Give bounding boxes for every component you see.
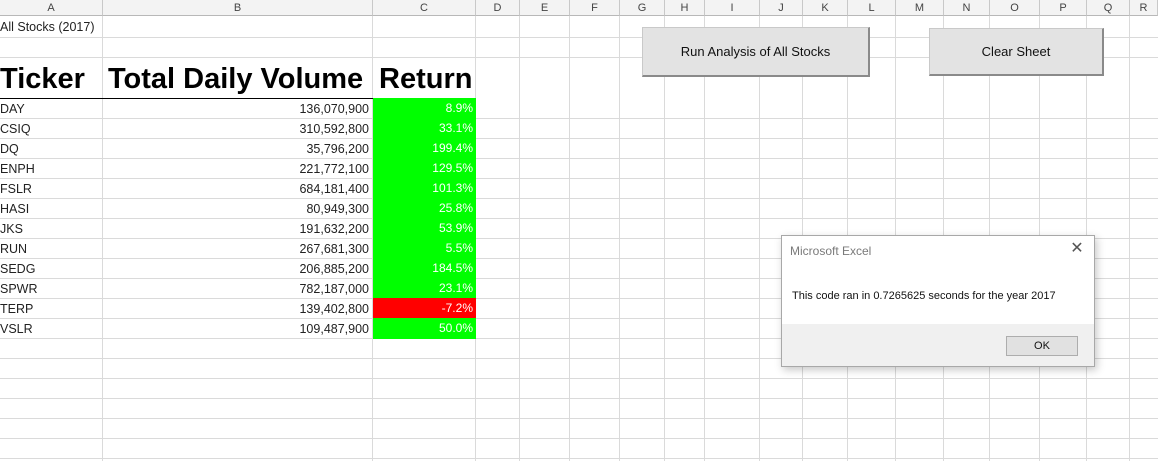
return-cell[interactable]: 129.5% [373, 158, 476, 179]
header-return[interactable]: Return [379, 63, 473, 95]
column-header-q[interactable]: Q [1087, 0, 1130, 16]
ticker-cell[interactable]: HASI [0, 202, 30, 216]
grid-hline [0, 238, 1158, 239]
header-total-daily-volume[interactable]: Total Daily Volume [108, 63, 364, 95]
grid-hline [0, 278, 1158, 279]
return-cell[interactable]: 199.4% [373, 138, 476, 159]
return-cell[interactable]: -7.2% [373, 298, 476, 319]
volume-cell[interactable]: 310,592,800 [299, 122, 369, 136]
ticker-cell[interactable]: CSIQ [0, 122, 31, 136]
ticker-cell[interactable]: VSLR [0, 322, 33, 336]
close-icon[interactable]: ✕ [1070, 240, 1084, 257]
grid-hline [0, 118, 1158, 119]
ticker-cell[interactable]: TERP [0, 302, 34, 316]
ticker-cell[interactable]: FSLR [0, 182, 32, 196]
column-header-l[interactable]: L [848, 0, 896, 16]
grid-hline [0, 158, 1158, 159]
grid-hline [0, 57, 1158, 58]
volume-cell[interactable]: 80,949,300 [306, 202, 369, 216]
volume-cell[interactable]: 206,885,200 [299, 262, 369, 276]
ticker-cell[interactable]: SPWR [0, 282, 38, 296]
grid-hline [0, 438, 1158, 439]
return-cell[interactable]: 53.9% [373, 218, 476, 239]
grid-hline [0, 338, 1158, 339]
grid-hline [0, 418, 1158, 419]
header-ticker[interactable]: Ticker [0, 63, 85, 95]
sheet-title-cell[interactable]: All Stocks (2017) [0, 20, 95, 34]
ticker-cell[interactable]: ENPH [0, 162, 35, 176]
volume-cell[interactable]: 109,487,900 [299, 322, 369, 336]
ticker-cell[interactable]: DAY [0, 102, 25, 116]
column-header-k[interactable]: K [803, 0, 848, 16]
return-cell[interactable]: 25.8% [373, 198, 476, 219]
message-dialog: Microsoft Excel ✕ This code ran in 0.726… [781, 235, 1095, 367]
grid-hline [0, 298, 1158, 299]
grid-hline [0, 178, 1158, 179]
clear-sheet-button[interactable]: Clear Sheet [929, 28, 1104, 76]
volume-cell[interactable]: 139,402,800 [299, 302, 369, 316]
grid-hline [0, 318, 1158, 319]
grid-hline [0, 37, 1158, 38]
volume-cell[interactable]: 136,070,900 [299, 102, 369, 116]
return-cell[interactable]: 8.9% [373, 98, 476, 119]
column-header-p[interactable]: P [1040, 0, 1087, 16]
dialog-title: Microsoft Excel [790, 244, 872, 258]
column-header-f[interactable]: F [570, 0, 620, 16]
column-header-m[interactable]: M [896, 0, 944, 16]
grid-hline [0, 218, 1158, 219]
grid-hline [0, 398, 1158, 399]
return-cell[interactable]: 50.0% [373, 318, 476, 339]
volume-cell[interactable]: 221,772,100 [299, 162, 369, 176]
column-header-n[interactable]: N [944, 0, 990, 16]
column-header-i[interactable]: I [705, 0, 760, 16]
volume-cell[interactable]: 684,181,400 [299, 182, 369, 196]
ticker-cell[interactable]: SEDG [0, 262, 36, 276]
column-header-h[interactable]: H [665, 0, 705, 16]
grid-hline [0, 198, 1158, 199]
column-header-a[interactable]: A [0, 0, 103, 16]
column-header-e[interactable]: E [520, 0, 570, 16]
grid-hline [0, 258, 1158, 259]
dialog-footer: OK [782, 324, 1094, 366]
column-header-j[interactable]: J [760, 0, 803, 16]
volume-cell[interactable]: 782,187,000 [299, 282, 369, 296]
return-cell[interactable]: 33.1% [373, 118, 476, 139]
column-header-o[interactable]: O [990, 0, 1040, 16]
return-cell[interactable]: 184.5% [373, 258, 476, 279]
return-cell[interactable]: 5.5% [373, 238, 476, 259]
grid-hline [0, 138, 1158, 139]
header-underline [0, 98, 476, 99]
return-cell[interactable]: 101.3% [373, 178, 476, 199]
volume-cell[interactable]: 267,681,300 [299, 242, 369, 256]
run-analysis-button[interactable]: Run Analysis of All Stocks [642, 27, 870, 77]
volume-cell[interactable]: 191,632,200 [299, 222, 369, 236]
ticker-cell[interactable]: RUN [0, 242, 28, 256]
column-header-c[interactable]: C [373, 0, 476, 16]
ok-button[interactable]: OK [1006, 336, 1078, 356]
grid-hline [0, 378, 1158, 379]
grid-hline [0, 358, 1158, 359]
dialog-message: This code ran in 0.7265625 seconds for t… [792, 290, 1056, 302]
column-header-r[interactable]: R [1130, 0, 1158, 16]
return-cell[interactable]: 23.1% [373, 278, 476, 299]
column-header-b[interactable]: B [103, 0, 373, 16]
ticker-cell[interactable]: JKS [0, 222, 23, 236]
column-header-d[interactable]: D [476, 0, 520, 16]
ticker-cell[interactable]: DQ [0, 142, 19, 156]
volume-cell[interactable]: 35,796,200 [306, 142, 369, 156]
column-header-g[interactable]: G [620, 0, 665, 16]
grid-hline [0, 458, 1158, 459]
